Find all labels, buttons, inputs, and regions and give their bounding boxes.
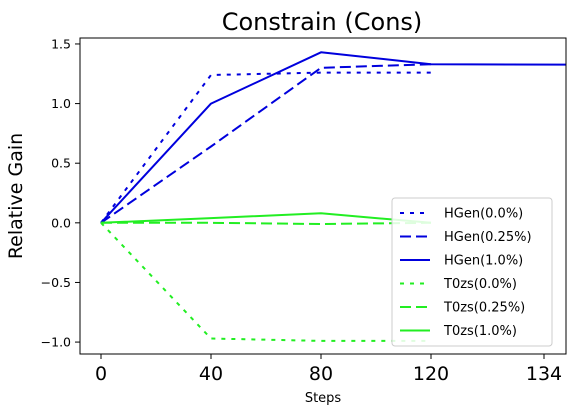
y-axis: −1.0 −0.5 0.0 0.5 1.0 1.5 bbox=[41, 36, 80, 350]
series-line-3 bbox=[100, 222, 431, 342]
x-tick-label: 120 bbox=[413, 363, 449, 385]
chart-title: Constrain (Cons) bbox=[222, 8, 423, 36]
y-axis-label: Relative Gain bbox=[5, 133, 27, 259]
plot-lines bbox=[100, 51, 566, 342]
y-tick-label: 1.5 bbox=[51, 36, 71, 51]
legend-label-1: HGen(0.25%) bbox=[444, 230, 532, 245]
series-line-5 bbox=[100, 212, 432, 224]
y-tick-label: 0.5 bbox=[51, 156, 71, 171]
x-tick-label: 134 bbox=[526, 363, 562, 385]
x-axis: 0 40 80 120 134 bbox=[95, 354, 562, 385]
x-axis-label: Steps bbox=[305, 391, 342, 406]
series-line-1 bbox=[100, 63, 432, 224]
legend-label-3: T0zs(0.0%) bbox=[443, 277, 517, 292]
x-tick-label: 40 bbox=[199, 363, 223, 385]
legend: HGen(0.0%) HGen(0.25%) HGen(1.0%) T0zs(0.0%… bbox=[391, 197, 553, 347]
x-tick-label: 80 bbox=[309, 363, 333, 385]
x-tick-label: 0 bbox=[95, 363, 107, 385]
legend-label-5: T0zs(1.0%) bbox=[443, 324, 517, 339]
series-line-2 bbox=[100, 51, 566, 224]
legend-label-2: HGen(1.0%) bbox=[444, 254, 523, 269]
series-line-4 bbox=[101, 221, 432, 225]
y-tick-label: −0.5 bbox=[41, 275, 71, 290]
plot-frame bbox=[79, 37, 567, 355]
y-tick-label: −1.0 bbox=[41, 335, 71, 350]
legend-label-4: T0zs(0.25%) bbox=[443, 301, 525, 316]
legend-box bbox=[391, 197, 553, 347]
series-line-0 bbox=[100, 71, 431, 224]
legend-label-0: HGen(0.0%) bbox=[444, 207, 523, 222]
y-tick-label: 1.0 bbox=[51, 96, 71, 111]
y-tick-label: 0.0 bbox=[51, 215, 71, 230]
